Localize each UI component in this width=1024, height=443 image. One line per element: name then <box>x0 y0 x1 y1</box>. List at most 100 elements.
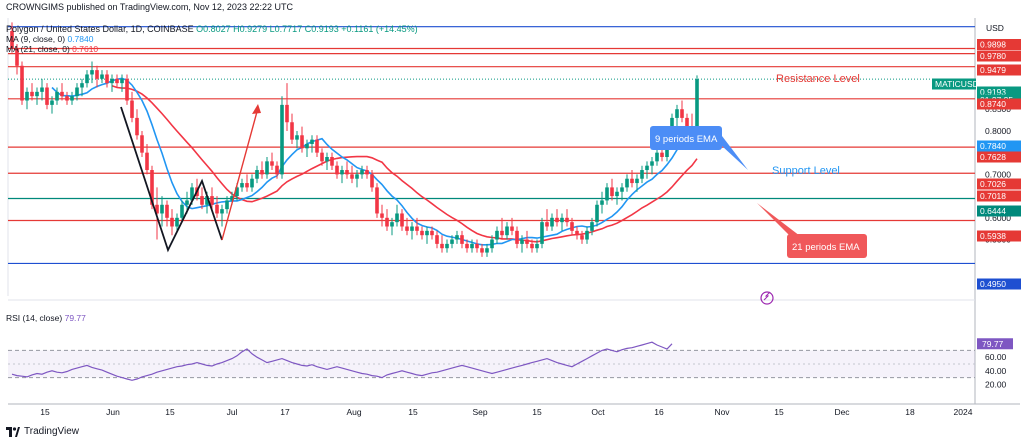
candle-body <box>630 178 634 184</box>
candle-body <box>585 230 589 240</box>
price-badge-label: 0.8740 <box>980 99 1006 109</box>
candle-body <box>345 170 349 175</box>
candle-body <box>240 183 244 188</box>
candle-body <box>425 230 429 236</box>
resistance-level-label: Resistance Level <box>776 73 860 85</box>
time-axis-label: Aug <box>346 407 361 417</box>
candle-body <box>620 187 624 192</box>
candle-body <box>480 248 484 253</box>
candle-body <box>325 157 329 162</box>
candle-body <box>290 122 294 140</box>
price-badge <box>977 86 1021 98</box>
time-axis-label: Oct <box>591 407 605 417</box>
tradingview-logo-icon <box>6 426 20 437</box>
candle-body <box>465 243 469 249</box>
candle-body <box>560 217 564 223</box>
candle-body <box>375 187 379 214</box>
time-axis-label: Jun <box>106 407 120 417</box>
candle-body <box>85 74 89 84</box>
candle-body <box>210 196 214 205</box>
candle-body <box>270 161 274 166</box>
candle-body <box>685 117 689 127</box>
price-badge <box>977 140 1021 152</box>
candle-body <box>650 161 654 166</box>
time-axis-label: Sep <box>472 407 487 417</box>
candle-body <box>265 161 269 175</box>
pattern-arrow-head <box>252 104 261 114</box>
candle-body <box>470 243 474 249</box>
tradingview-brand: TradingView <box>24 426 80 437</box>
pattern-arrow-line <box>221 107 259 241</box>
time-axis-label: 15 <box>408 407 418 417</box>
candle-body <box>430 230 434 236</box>
candle-body <box>530 243 534 249</box>
price-badge-label: 0.7018 <box>980 191 1006 201</box>
candle-body <box>390 222 394 227</box>
ma21-label: MA (21, close, 0) <box>6 44 70 54</box>
candle-body <box>50 100 54 105</box>
ma21-line <box>111 85 698 243</box>
price-badge-label: 0.9898 <box>980 40 1006 50</box>
price-badge-label: 0.9780 <box>980 51 1006 61</box>
candle-body <box>105 74 109 84</box>
time-axis-label: 15 <box>774 407 784 417</box>
price-tick-label: 0.8000 <box>985 126 1011 136</box>
time-axis-label: Jul <box>227 407 238 417</box>
candle-body <box>165 204 169 218</box>
ema9-callout-pointer <box>722 136 748 170</box>
ma21-value: 0.7610 <box>72 44 99 54</box>
rsi-tick-label: 20.00 <box>985 379 1007 389</box>
candle-body <box>170 217 174 227</box>
candle-body <box>645 165 649 171</box>
candle-body <box>110 78 114 84</box>
candle-body <box>305 143 309 149</box>
candle-body <box>385 217 389 227</box>
candle-body <box>450 239 454 244</box>
candle-body <box>575 230 579 236</box>
candle-body <box>695 79 699 130</box>
time-axis-label: 15 <box>40 407 50 417</box>
candle-body <box>235 187 239 197</box>
candle-body <box>135 117 139 136</box>
price-badge-label: 0.7628 <box>980 152 1006 162</box>
candle-body <box>245 183 249 188</box>
candle-body <box>80 83 84 88</box>
time-axis-label: 2024 <box>954 407 973 417</box>
candle-body <box>680 109 684 118</box>
candle-body <box>205 196 209 205</box>
price-badge <box>977 190 1021 202</box>
price-badge <box>977 278 1021 290</box>
price-badge-label: 0.4950 <box>980 279 1006 289</box>
price-tick-label: 0.6000 <box>985 213 1011 223</box>
ema21-callout-box <box>787 234 867 258</box>
ema21-callout-pointer <box>757 203 800 236</box>
candle-body <box>335 165 339 175</box>
candle-body <box>655 152 659 162</box>
price-badge <box>977 178 1021 190</box>
candle-body <box>315 139 319 153</box>
price-badge-label: 0.5938 <box>980 231 1006 241</box>
ma9-value: 0.7840 <box>67 34 94 44</box>
ma9-line <box>51 77 698 246</box>
candle-body <box>180 204 184 218</box>
candle-body <box>565 217 569 223</box>
candle-body <box>420 230 424 236</box>
candle-body <box>20 65 24 101</box>
candle-body <box>280 104 284 175</box>
candle-body <box>300 135 304 149</box>
rsi-tick-label: 60.00 <box>985 352 1007 362</box>
rsi-title: RSI (14, close) <box>6 313 63 323</box>
candle-body <box>175 217 179 227</box>
candle-body <box>60 91 64 97</box>
price-badge <box>977 39 1021 50</box>
currency-label: USD <box>986 23 1004 33</box>
candle-body <box>515 230 519 244</box>
publish-line: CROWNGIMS published on TradingView.com, … <box>6 2 293 12</box>
candle-body <box>460 235 464 244</box>
candle-body <box>215 204 219 214</box>
price-badge <box>977 98 1021 110</box>
pattern-zigzag-line <box>120 106 223 253</box>
candle-body <box>490 239 494 249</box>
time-axis-label: 16 <box>654 407 664 417</box>
